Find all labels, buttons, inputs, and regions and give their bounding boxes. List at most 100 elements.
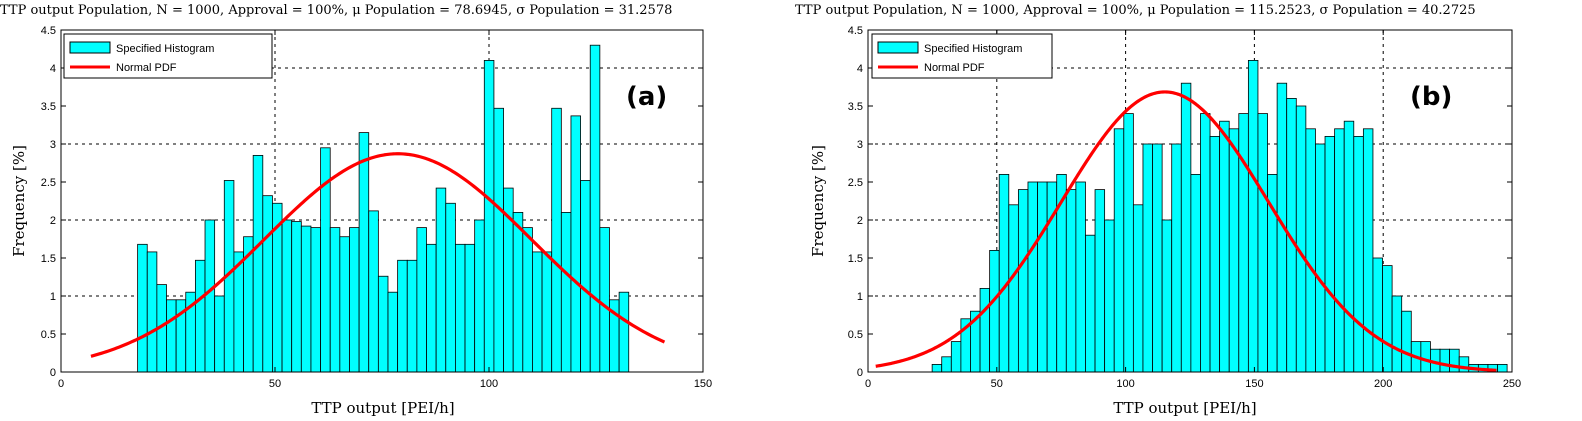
normal-pdf-b bbox=[875, 90, 1497, 372]
bar-b-32 bbox=[1238, 113, 1249, 373]
bar-b-33 bbox=[1247, 60, 1259, 373]
x-tick-label-a-0: 0 bbox=[58, 378, 64, 390]
x-tick-label-b-5: 250 bbox=[1503, 378, 1521, 390]
bar-a-46 bbox=[580, 180, 591, 373]
bar-b-41 bbox=[1324, 135, 1336, 373]
x-tick-label-a-2: 100 bbox=[480, 378, 498, 390]
plot-frame-b bbox=[867, 29, 1513, 373]
bar-b-25 bbox=[1171, 143, 1182, 373]
legend-box-b bbox=[871, 33, 1053, 79]
y-tick-label-a-7: 3.5 bbox=[41, 101, 56, 113]
bar-b-54 bbox=[1449, 348, 1460, 373]
x-tick-labels-b: 0 50 100 150 200 250 bbox=[865, 378, 1521, 390]
bar-b-19 bbox=[1113, 128, 1125, 373]
bar-a-3 bbox=[166, 299, 177, 373]
x-axis-label-a: TTP output [PEI/h] bbox=[311, 399, 454, 417]
y-tick-label-b-0: 0 bbox=[857, 367, 863, 379]
bar-b-49 bbox=[1401, 310, 1412, 373]
bar-b-14 bbox=[1065, 189, 1077, 373]
y-tick-label-a-1: 0.5 bbox=[41, 329, 56, 341]
bar-a-31 bbox=[435, 187, 447, 373]
x-tick-label-b-4: 200 bbox=[1374, 378, 1392, 390]
y-tick-label-b-1: 0.5 bbox=[848, 329, 863, 341]
bar-b-27 bbox=[1190, 173, 1201, 373]
y-tick-label-b-7: 3.5 bbox=[848, 101, 863, 113]
normal-pdf-a bbox=[90, 152, 666, 358]
bar-b-10 bbox=[1027, 181, 1038, 373]
bar-a-40 bbox=[522, 227, 533, 373]
tick-marks-b bbox=[867, 29, 1513, 373]
x-tick-label-b-0: 0 bbox=[865, 378, 871, 390]
bar-a-36 bbox=[483, 60, 495, 373]
bar-a-44 bbox=[560, 211, 572, 373]
y-tick-label-a-5: 2.5 bbox=[41, 177, 56, 189]
bar-b-9 bbox=[1017, 189, 1029, 373]
histogram-bars-a bbox=[137, 44, 630, 373]
y-tick-label-a-6: 3 bbox=[50, 139, 56, 151]
bar-b-55 bbox=[1458, 356, 1470, 373]
bar-b-17 bbox=[1094, 189, 1106, 373]
y-axis-label-a: Frequency [%] bbox=[10, 145, 28, 257]
chart-title-a: TTP output Population, N = 1000, Approva… bbox=[0, 3, 672, 18]
bar-a-21 bbox=[339, 236, 350, 373]
bar-a-0 bbox=[137, 243, 148, 373]
bar-a-42 bbox=[541, 251, 553, 373]
legend-label-histogram-a: Specified Histogram bbox=[116, 43, 214, 55]
chart-panel-b: TTP output Population, N = 1000, Approva… bbox=[795, 3, 1521, 417]
bar-a-26 bbox=[387, 291, 399, 373]
y-tick-label-b-2: 1 bbox=[857, 291, 863, 303]
pdf-line-a bbox=[90, 152, 666, 358]
bar-b-5 bbox=[979, 287, 991, 373]
y-tick-labels-a: 0 0.5 1 1.5 2 2.5 3 3.5 4 4.5 bbox=[41, 25, 56, 379]
bar-b-7 bbox=[998, 173, 1010, 373]
panel-label-b: (b) bbox=[1410, 82, 1452, 112]
legend-label-histogram-b: Specified Histogram bbox=[924, 43, 1022, 55]
x-tick-label-a-1: 50 bbox=[269, 378, 281, 390]
bar-a-43 bbox=[551, 107, 562, 373]
chart-title-b: TTP output Population, N = 1000, Approva… bbox=[795, 3, 1476, 18]
bar-a-45 bbox=[570, 115, 581, 373]
y-tick-label-a-2: 1 bbox=[50, 291, 56, 303]
y-tick-label-b-3: 1.5 bbox=[848, 253, 863, 265]
bar-b-26 bbox=[1180, 82, 1192, 373]
bar-b-6 bbox=[989, 249, 1000, 373]
bar-a-13 bbox=[262, 195, 273, 373]
bar-a-47 bbox=[589, 44, 601, 373]
y-tick-label-a-8: 4 bbox=[50, 63, 56, 75]
x-tick-label-a-3: 150 bbox=[694, 378, 712, 390]
bar-b-8 bbox=[1008, 204, 1019, 373]
bar-a-29 bbox=[416, 227, 427, 373]
bar-b-1 bbox=[941, 356, 952, 373]
bar-a-7 bbox=[204, 219, 216, 373]
bar-a-34 bbox=[464, 243, 476, 373]
pdf-line-b bbox=[875, 90, 1497, 372]
legend-a: Specified Histogram Normal PDF bbox=[63, 33, 273, 79]
bar-a-48 bbox=[599, 227, 610, 373]
y-tick-label-a-9: 4.5 bbox=[41, 25, 56, 37]
legend-swatch-histogram-b bbox=[877, 41, 919, 54]
bar-a-24 bbox=[368, 210, 379, 373]
legend-box-a bbox=[63, 33, 273, 79]
legend-swatch-histogram-a bbox=[69, 41, 111, 54]
bar-a-28 bbox=[406, 259, 418, 373]
bar-a-50 bbox=[618, 291, 630, 373]
bar-a-18 bbox=[310, 227, 321, 373]
bar-b-40 bbox=[1315, 143, 1326, 373]
bar-a-39 bbox=[512, 211, 524, 373]
y-axis-label-b: Frequency [%] bbox=[809, 145, 827, 257]
legend-label-pdf-b: Normal PDF bbox=[924, 62, 985, 74]
y-tick-label-b-5: 2.5 bbox=[848, 177, 863, 189]
bar-b-11 bbox=[1037, 181, 1048, 373]
x-tick-label-b-3: 150 bbox=[1245, 378, 1263, 390]
chart-panel-a: TTP output Population, N = 1000, Approva… bbox=[0, 3, 712, 417]
bar-a-10 bbox=[233, 251, 244, 373]
bar-b-22 bbox=[1142, 143, 1153, 373]
panel-label-a: (a) bbox=[626, 82, 667, 112]
bar-b-44 bbox=[1353, 135, 1364, 373]
bar-b-28 bbox=[1200, 113, 1211, 373]
bar-b-53 bbox=[1439, 348, 1451, 373]
bar-a-37 bbox=[493, 107, 504, 373]
bar-b-21 bbox=[1132, 204, 1144, 373]
y-tick-label-b-8: 4 bbox=[857, 63, 863, 75]
bar-b-48 bbox=[1391, 295, 1403, 373]
